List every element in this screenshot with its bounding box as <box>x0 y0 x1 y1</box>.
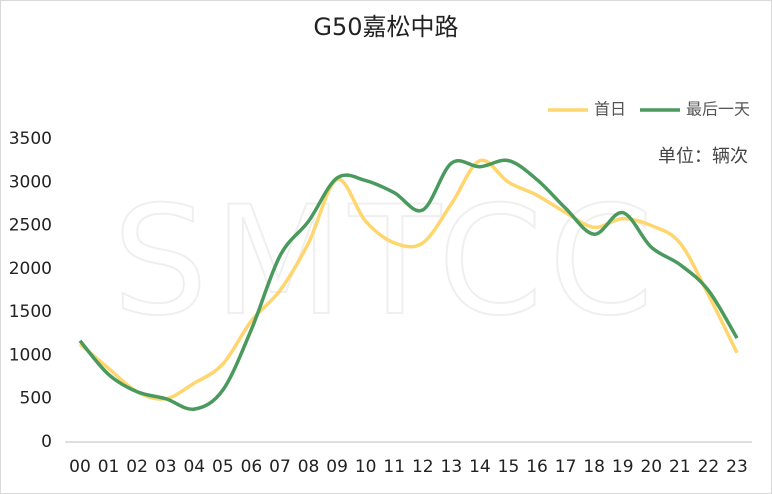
x-tick-label: 10 <box>355 457 377 477</box>
x-tick-label: 02 <box>126 457 148 477</box>
x-tick-label: 17 <box>555 457 577 477</box>
x-tick-label: 03 <box>155 457 177 477</box>
line-series <box>78 158 739 411</box>
x-tick-label: 13 <box>441 457 463 477</box>
x-tick-label: 20 <box>640 457 662 477</box>
x-tick-label: 23 <box>726 457 748 477</box>
y-tick-label: 500 <box>20 389 52 409</box>
y-tick-label: 1500 <box>9 302 52 322</box>
legend-label: 最后一天 <box>686 100 750 119</box>
x-tick-label: 05 <box>212 457 234 477</box>
x-tick-label: 22 <box>698 457 720 477</box>
x-tick-label: 12 <box>412 457 434 477</box>
x-tick-label: 09 <box>326 457 348 477</box>
chart-title: G50嘉松中路 <box>313 13 458 41</box>
x-tick-label: 06 <box>241 457 263 477</box>
y-tick-label: 0 <box>41 432 52 452</box>
watermark: SMTCC <box>113 175 660 349</box>
x-tick-label: 14 <box>469 457 491 477</box>
unit-note: 单位：辆次 <box>658 146 748 167</box>
x-tick-label: 16 <box>526 457 548 477</box>
x-tick-label: 04 <box>183 457 205 477</box>
legend-label: 首日 <box>594 100 626 119</box>
line-series <box>78 158 739 401</box>
y-tick-label: 2000 <box>9 259 52 279</box>
x-tick-label: 11 <box>383 457 405 477</box>
x-tick-label: 08 <box>298 457 320 477</box>
y-tick-label: 3500 <box>9 129 52 149</box>
x-tick-label: 18 <box>583 457 605 477</box>
y-tick-label: 3000 <box>9 172 52 192</box>
x-tick-label: 21 <box>669 457 691 477</box>
x-tick-label: 00 <box>69 457 91 477</box>
x-tick-label: 19 <box>612 457 634 477</box>
y-tick-label: 1000 <box>9 345 52 365</box>
y-tick-label: 2500 <box>9 216 52 236</box>
x-tick-label: 15 <box>498 457 520 477</box>
x-tick-label: 07 <box>269 457 291 477</box>
x-tick-label: 01 <box>98 457 120 477</box>
